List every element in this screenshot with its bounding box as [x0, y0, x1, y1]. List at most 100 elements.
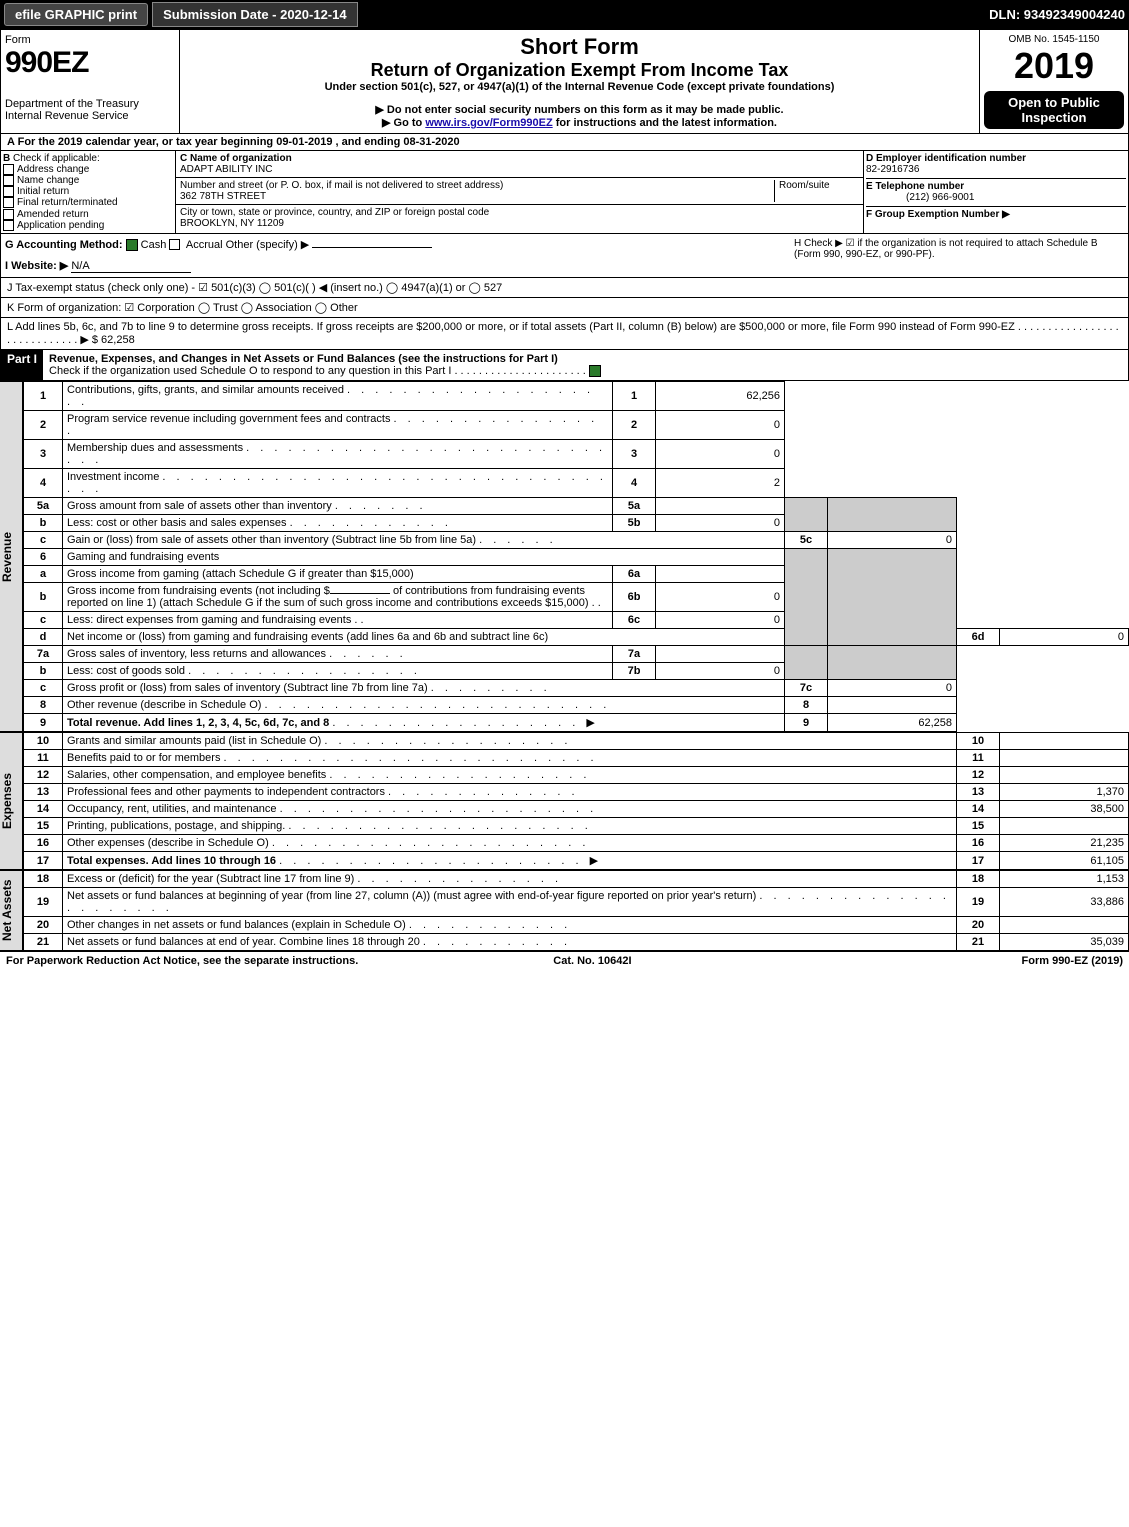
ln-6a: a [24, 566, 63, 583]
b-2: Initial return [17, 186, 69, 197]
a-6d: 0 [1000, 629, 1129, 646]
a-18: 1,153 [1000, 871, 1129, 888]
n-17: 17 [957, 852, 1000, 870]
g-7 [785, 646, 828, 680]
cb-address[interactable] [3, 164, 14, 175]
n-20: 20 [957, 917, 1000, 934]
a-14: 38,500 [1000, 801, 1129, 818]
ln-11: 11 [24, 750, 63, 767]
t-6c: Less: direct expenses from gaming and fu… [67, 614, 351, 626]
ln-6: 6 [24, 549, 63, 566]
sa-5b: 0 [656, 515, 785, 532]
d-7a: . . . . . . [329, 648, 407, 660]
expenses-table: 10Grants and similar amounts paid (list … [23, 732, 1129, 870]
d-5b: . . . . . . . . . . . . [290, 517, 452, 529]
t-21: Net assets or fund balances at end of ye… [67, 936, 420, 948]
under-section: Under section 501(c), 527, or 4947(a)(1)… [184, 81, 975, 93]
n-14: 14 [957, 801, 1000, 818]
n-7c: 7c [785, 680, 828, 697]
ln-6c: c [24, 612, 63, 629]
a-12 [1000, 767, 1129, 784]
t-2: Program service revenue including govern… [67, 413, 390, 425]
n-2: 2 [613, 411, 656, 440]
ln-7c: c [24, 680, 63, 697]
d-17: . . . . . . . . . . . . . . . . . . . . … [279, 855, 602, 867]
header-left: Form 990EZ Department of the Treasury In… [1, 30, 180, 133]
d-14: . . . . . . . . . . . . . . . . . . . . … [280, 803, 598, 815]
ln-15: 15 [24, 818, 63, 835]
d-10: . . . . . . . . . . . . . . . . . . [324, 735, 571, 747]
org-city: BROOKLYN, NY 11209 [180, 218, 284, 229]
section-c: C Name of organization ADAPT ABILITY INC… [176, 151, 864, 233]
g-other-line [312, 247, 432, 248]
efile-print-button[interactable]: efile GRAPHIC print [4, 3, 148, 26]
sn-5a: 5a [613, 498, 656, 515]
b-5: Application pending [17, 220, 104, 231]
n-1: 1 [613, 382, 656, 411]
f-label: F Group Exemption Number ▶ [866, 209, 1010, 220]
b-3: Final return/terminated [17, 198, 118, 209]
ln-20: 20 [24, 917, 63, 934]
tax-year-band: A For the 2019 calendar year, or tax yea… [0, 134, 1129, 151]
title-return: Return of Organization Exempt From Incom… [184, 60, 975, 81]
room-suite: Room/suite [774, 180, 859, 202]
d-7b: . . . . . . . . . . . . . . . . . [188, 665, 421, 677]
a-2: 0 [656, 411, 785, 440]
g-accrual: Accrual [186, 239, 223, 251]
a-19: 33,886 [1000, 888, 1129, 917]
expenses-section-wrap: Expenses 10Grants and similar amounts pa… [0, 732, 1129, 870]
b-title: Check if applicable: [13, 153, 100, 164]
t-8: Other revenue (describe in Schedule O) [67, 699, 261, 711]
cb-name[interactable] [3, 175, 14, 186]
cb-pending[interactable] [3, 220, 14, 231]
cb-initial[interactable] [3, 186, 14, 197]
a-9: 62,258 [828, 714, 957, 732]
ln-6d: d [24, 629, 63, 646]
l-amount: $ 62,258 [92, 334, 135, 346]
irs-link[interactable]: www.irs.gov/Form990EZ [425, 117, 552, 129]
n-8: 8 [785, 697, 828, 714]
t-17: Total expenses. Add lines 10 through 16 [67, 855, 276, 867]
g-label: G Accounting Method: [5, 239, 123, 251]
gh-row: G Accounting Method: Cash Accrual Other … [0, 234, 1129, 278]
cb-accrual[interactable] [169, 239, 180, 250]
l-text: L Add lines 5b, 6c, and 7b to line 9 to … [7, 321, 1015, 333]
a-3: 0 [656, 440, 785, 469]
section-b: B Check if applicable: Address change Na… [1, 151, 176, 233]
k-row: K Form of organization: ☑ Corporation ◯ … [0, 298, 1129, 318]
d-8: . . . . . . . . . . . . . . . . . . . . … [265, 699, 611, 711]
sa-7b: 0 [656, 663, 785, 680]
cb-final[interactable] [3, 197, 14, 208]
ln-7a: 7a [24, 646, 63, 663]
t-6: Gaming and fundraising events [63, 549, 785, 566]
sn-5b: 5b [613, 515, 656, 532]
n-18: 18 [957, 871, 1000, 888]
part1-check[interactable] [589, 365, 601, 377]
cb-cash[interactable] [126, 239, 138, 251]
a-11 [1000, 750, 1129, 767]
a-5c: 0 [828, 532, 957, 549]
t-3: Membership dues and assessments [67, 442, 243, 454]
t-13: Professional fees and other payments to … [67, 786, 385, 798]
n-15: 15 [957, 818, 1000, 835]
n-4: 4 [613, 469, 656, 498]
d-6b: . . [592, 597, 601, 609]
a-17: 61,105 [1000, 852, 1129, 870]
ln-8: 8 [24, 697, 63, 714]
title-short-form: Short Form [184, 34, 975, 60]
a-7c: 0 [828, 680, 957, 697]
ln-5c: c [24, 532, 63, 549]
sn-6a: 6a [613, 566, 656, 583]
expenses-side-label: Expenses [0, 732, 23, 870]
n-12: 12 [957, 767, 1000, 784]
sa-6a [656, 566, 785, 583]
ein-value: 82-2916736 [866, 164, 919, 175]
n-13: 13 [957, 784, 1000, 801]
t-16: Other expenses (describe in Schedule O) [67, 837, 269, 849]
sa-7a [656, 646, 785, 663]
a-20 [1000, 917, 1129, 934]
cb-amended[interactable] [3, 209, 14, 220]
t-7c: Gross profit or (loss) from sales of inv… [67, 682, 428, 694]
dln-label: DLN: 93492349004240 [989, 7, 1125, 22]
ln-19: 19 [24, 888, 63, 917]
